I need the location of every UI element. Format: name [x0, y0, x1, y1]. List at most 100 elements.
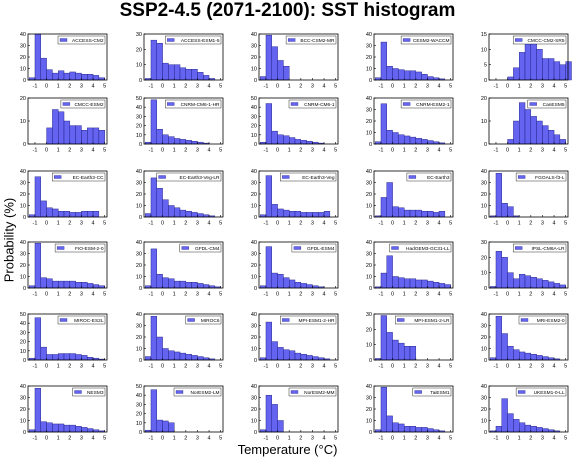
- legend-label: EC-Earth3-CC: [73, 175, 104, 181]
- x-axis-label: Temperature (°C): [237, 442, 338, 457]
- histogram-bar: [63, 211, 71, 218]
- x-tick-label: 3: [80, 364, 83, 370]
- x-tick-label: 4: [208, 436, 211, 442]
- x-tick-label: -1: [149, 292, 154, 298]
- histogram-bar: [179, 67, 187, 81]
- x-tick-label: 1: [288, 436, 291, 442]
- y-tick-label: 10: [481, 47, 487, 53]
- histogram-bar: [386, 129, 393, 145]
- legend-label: MIROC6: [201, 318, 220, 324]
- histogram-bar: [75, 125, 82, 145]
- x-tick-label: 2: [299, 436, 302, 442]
- histogram-bar: [519, 102, 526, 145]
- histogram-bar: [415, 427, 422, 433]
- y-tick-label: 20: [366, 407, 372, 413]
- x-tick-label: 0: [45, 364, 48, 370]
- x-tick-label: -1: [149, 221, 154, 227]
- x-tick-label: 4: [553, 364, 556, 370]
- x-tick-label: 3: [541, 221, 544, 227]
- x-tick-label: 1: [288, 292, 291, 298]
- x-tick-label: 2: [68, 148, 71, 154]
- histogram-panel: 0 10 20 -1 0 1 2 3 4 5 CanESM5: [481, 96, 569, 154]
- histogram-bar: [513, 419, 520, 433]
- y-tick-label: 40: [481, 312, 487, 318]
- histogram-bar: [98, 129, 105, 145]
- histogram-bar: [548, 129, 555, 145]
- y-tick-label: 20: [366, 327, 372, 333]
- y-tick-label: 0: [23, 142, 26, 148]
- x-tick-label: 4: [438, 84, 441, 90]
- y-tick-label: 40: [20, 32, 26, 38]
- y-tick-label: 30: [20, 181, 26, 187]
- x-tick-label: 1: [518, 148, 521, 154]
- histogram-bar: [289, 350, 296, 361]
- x-tick-label: 5: [564, 148, 567, 154]
- histogram-bar: [444, 284, 451, 289]
- histogram-bar: [271, 46, 278, 81]
- histogram-bar: [513, 67, 520, 81]
- legend-label: CMCC-CM2-SR5: [527, 38, 564, 44]
- histogram-bar: [92, 75, 100, 81]
- x-tick-label: 3: [311, 148, 314, 154]
- x-tick-label: 2: [529, 148, 532, 154]
- y-tick-label: 10: [20, 119, 26, 125]
- y-tick-label: 0: [484, 286, 487, 292]
- histogram-bar: [386, 255, 393, 289]
- x-tick-label: 1: [518, 364, 521, 370]
- y-tick-label: 30: [251, 44, 257, 50]
- legend-label: ACCESS-CM2: [72, 38, 104, 44]
- histogram-bar: [409, 70, 417, 81]
- histogram-bar: [174, 138, 181, 145]
- histogram-bar: [63, 424, 71, 433]
- x-tick-label: 5: [219, 436, 222, 442]
- histogram-panel: 0 10 20 30 40 50 -1 0 1 2 3 4 5 MIROC-ES2L: [20, 312, 108, 370]
- y-tick-label: 40: [136, 393, 142, 399]
- y-tick-label: 10: [251, 133, 257, 139]
- y-tick-label: 30: [136, 402, 142, 408]
- x-tick-label: 4: [438, 221, 441, 227]
- y-tick-label: 20: [251, 407, 257, 413]
- y-tick-label: 40: [366, 96, 372, 102]
- histogram-bar: [87, 283, 94, 289]
- x-tick-label: 0: [391, 84, 394, 90]
- x-tick-label: 0: [161, 148, 164, 154]
- histogram-bar: [92, 284, 100, 289]
- histogram-bar: [519, 351, 526, 361]
- x-tick-label: 3: [80, 292, 83, 298]
- y-tick-label: 10: [251, 419, 257, 425]
- x-tick-label: 1: [288, 221, 291, 227]
- y-tick-label: 10: [366, 343, 372, 349]
- x-tick-label: 3: [311, 292, 314, 298]
- x-tick-label: 4: [323, 436, 326, 442]
- x-tick-label: 5: [103, 84, 106, 90]
- histogram-bar: [306, 141, 313, 145]
- histogram-bar: [271, 272, 278, 289]
- x-tick-label: 0: [161, 292, 164, 298]
- y-tick-label: 30: [20, 396, 26, 402]
- histogram-bar: [386, 65, 393, 81]
- legend-label: CanESM5: [543, 102, 565, 108]
- histogram-bar: [75, 212, 82, 218]
- histogram-bar: [191, 355, 198, 361]
- x-tick-label: -1: [494, 221, 499, 227]
- histogram-bar: [168, 350, 175, 361]
- x-tick-label: 0: [506, 436, 509, 442]
- y-tick-label: 0: [369, 78, 372, 84]
- x-tick-label: 0: [276, 148, 279, 154]
- histogram-bar: [162, 277, 169, 289]
- histogram-bar: [58, 111, 65, 145]
- histogram-bar: [380, 41, 387, 81]
- histogram-bar: [191, 69, 198, 81]
- histogram-bar: [300, 140, 307, 145]
- histogram-bar: [524, 275, 532, 289]
- x-tick-label: 0: [506, 221, 509, 227]
- histogram-bar: [398, 423, 405, 433]
- y-tick-label: 40: [251, 312, 257, 318]
- legend-label: FGOALS-f3-L: [535, 175, 565, 181]
- y-tick-label: 10: [20, 67, 26, 73]
- histogram-bar: [438, 211, 446, 218]
- x-tick-label: 2: [299, 148, 302, 154]
- y-tick-label: 30: [366, 252, 372, 258]
- x-tick-label: 5: [103, 292, 106, 298]
- x-tick-label: 5: [334, 148, 337, 154]
